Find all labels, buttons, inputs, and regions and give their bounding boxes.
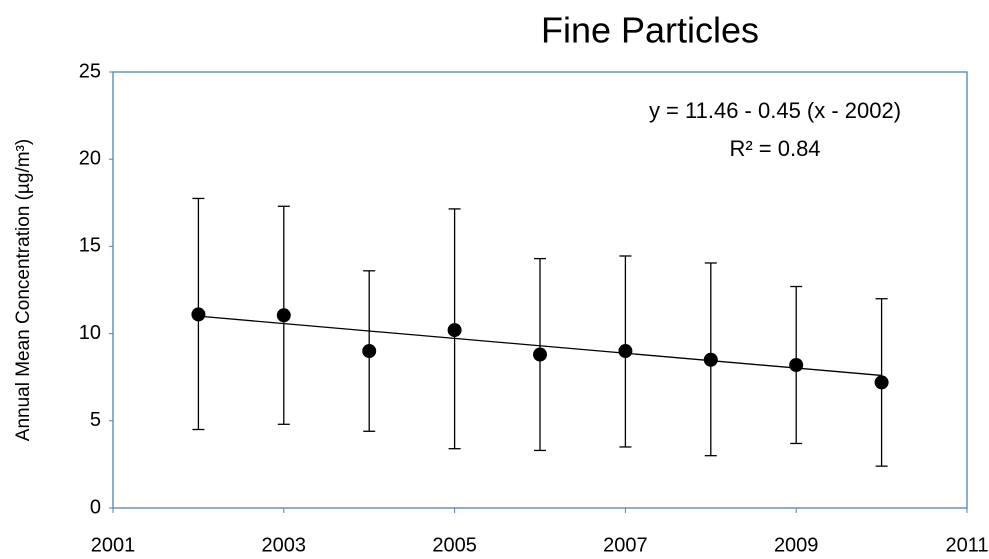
point [703, 352, 718, 367]
x-tick-label: 2007 [603, 534, 648, 556]
y-tick-label: 5 [90, 409, 101, 431]
point [618, 344, 633, 359]
x-tick-label: 2001 [91, 534, 136, 556]
point [874, 375, 889, 390]
x-tick-label: 2011 [945, 534, 988, 556]
y-tick-label: 15 [79, 235, 101, 257]
y-tick-label: 20 [79, 147, 101, 169]
y-tick-label: 0 [90, 496, 101, 518]
plot-frame [112, 71, 968, 509]
y-axis-label: Annual Mean Concentration (µg/m³) [13, 139, 34, 441]
y-tick-label: 25 [79, 60, 101, 82]
point [362, 344, 377, 359]
y-tick-label: 10 [79, 322, 101, 344]
point [276, 308, 291, 323]
x-tick-label: 2003 [262, 534, 307, 556]
x-tick-label: 2005 [432, 534, 477, 556]
point [533, 347, 547, 362]
annotation: y = 11.46 - 0.45 (x - 2002) [649, 98, 901, 123]
point [447, 323, 462, 338]
point [191, 307, 206, 322]
x-tick-label: 2009 [774, 534, 819, 556]
annotation: R² = 0.84 [729, 136, 820, 161]
point [789, 357, 804, 372]
chart-title: Fine Particles [541, 10, 759, 51]
